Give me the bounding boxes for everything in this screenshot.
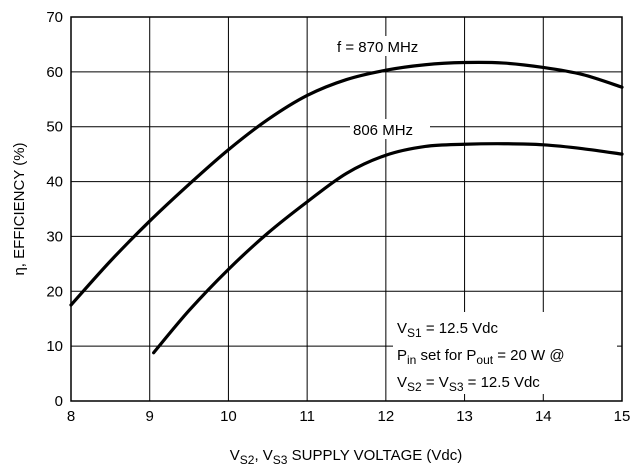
- x-tick-label: 10: [220, 408, 237, 425]
- annotation-pin-pout: Pin set for Pout = 20 W @: [397, 347, 565, 367]
- y-tick-label: 30: [46, 228, 63, 245]
- y-tick-label: 50: [46, 119, 63, 136]
- x-axis-label: VS2, VS3 SUPPLY VOLTAGE (Vdc): [230, 447, 463, 467]
- series-label-870mhz: f = 870 MHz: [337, 39, 418, 56]
- x-tick-label: 15: [614, 408, 631, 425]
- x-tick-label: 12: [378, 408, 395, 425]
- plot-frame: [70, 16, 623, 402]
- x-tick-label: 9: [146, 408, 154, 425]
- annotation-vs2-vs3: VS2 = VS3 = 12.5 Vdc: [397, 374, 540, 394]
- grid: [71, 17, 622, 401]
- x-tick-label: 14: [535, 408, 552, 425]
- label-870-bg: [335, 36, 439, 56]
- series-group: [69, 60, 624, 355]
- y-tick-label: 0: [55, 393, 63, 410]
- x-tick-label: 8: [67, 408, 75, 425]
- conditions-bg: [393, 312, 617, 394]
- annotation-vs1: VS1 = 12.5 Vdc: [397, 320, 499, 340]
- series-line-1: [152, 142, 624, 355]
- x-tick-label: 11: [299, 408, 315, 425]
- series-line-0: [69, 60, 624, 307]
- y-axis-label: η, EFFICIENCY (%): [11, 142, 28, 275]
- y-tick-label: 70: [46, 9, 63, 26]
- x-tick-labels: 8 9 10 11 12 13 14 15: [67, 408, 631, 425]
- y-tick-labels: 0 10 20 30 40 50 60 70: [46, 9, 63, 410]
- label-806-bg: [350, 119, 430, 139]
- y-tick-label: 40: [46, 174, 63, 191]
- y-tick-label: 20: [46, 283, 63, 300]
- y-tick-label: 10: [46, 338, 63, 355]
- x-tick-label: 13: [456, 408, 473, 425]
- series-label-806mhz: 806 MHz: [353, 122, 413, 139]
- y-tick-label: 60: [46, 64, 63, 81]
